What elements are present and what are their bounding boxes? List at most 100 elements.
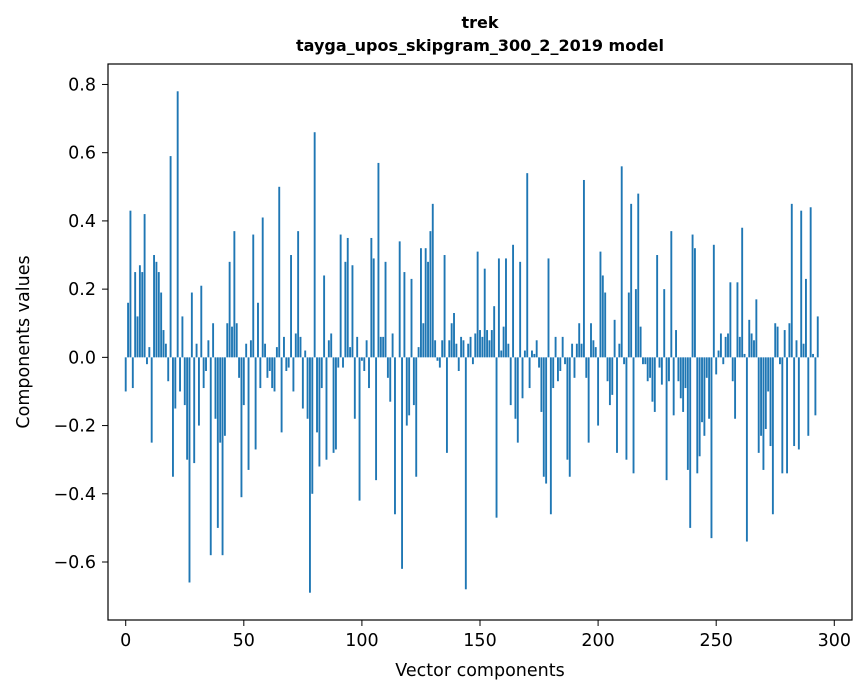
bar-188 (568, 357, 571, 477)
bar-161 (505, 258, 507, 358)
x-axis-label: Vector components (395, 661, 564, 681)
bar-52 (247, 357, 250, 470)
bar-220 (644, 357, 647, 365)
bar-54 (252, 234, 255, 358)
bar-126 (422, 323, 425, 358)
bar-83 (320, 357, 323, 389)
bar-91 (339, 234, 342, 358)
bar-162 (507, 343, 510, 358)
bar-88 (332, 357, 335, 453)
bar-258 (734, 357, 737, 419)
bar-122 (412, 357, 415, 406)
bar-259 (736, 282, 739, 358)
bar-145 (467, 343, 470, 358)
bar-5 (136, 316, 139, 358)
x-tick-label: 0 (120, 631, 131, 651)
bar-217 (637, 193, 640, 358)
bar-208 (616, 357, 618, 453)
bar-55 (254, 357, 257, 450)
bar-59 (264, 343, 267, 358)
bar-85 (325, 357, 328, 460)
bar-78 (309, 357, 311, 593)
bar-48 (238, 357, 241, 378)
bar-139 (453, 313, 455, 358)
bar-64 (275, 347, 278, 358)
bar-84 (323, 275, 326, 358)
bar-164 (512, 244, 515, 358)
bar-234 (677, 357, 680, 382)
bar-82 (318, 357, 321, 467)
bar-39 (216, 357, 219, 528)
bar-123 (415, 357, 418, 477)
bar-28 (190, 292, 193, 358)
bar-205 (608, 357, 611, 406)
bar-206 (611, 357, 614, 395)
bar-137 (448, 340, 451, 358)
bar-231 (670, 231, 673, 358)
bar-62 (271, 357, 274, 389)
bar-86 (327, 340, 330, 358)
bar-3 (131, 357, 134, 389)
bar-242 (696, 357, 699, 474)
bar-15 (160, 292, 163, 358)
bar-101 (363, 357, 366, 371)
bar-229 (665, 357, 668, 481)
bar-13 (155, 261, 158, 358)
bar-80 (313, 132, 316, 358)
bar-189 (571, 343, 574, 358)
bar-41 (221, 357, 224, 556)
bar-37 (212, 323, 215, 358)
bar-49 (240, 357, 243, 498)
bar-16 (162, 330, 165, 358)
bar-218 (639, 326, 642, 358)
bar-275 (774, 323, 777, 358)
bar-61 (268, 357, 271, 371)
bar-63 (273, 357, 276, 392)
bar-255 (727, 333, 729, 358)
bar-66 (280, 357, 283, 433)
bar-278 (781, 357, 784, 474)
bar-222 (649, 357, 651, 378)
bar-163 (509, 357, 512, 406)
x-tick-label: 250 (699, 631, 732, 651)
bar-265 (750, 333, 753, 358)
bar-263 (745, 357, 748, 542)
bar-282 (790, 203, 793, 358)
bar-186 (564, 357, 566, 365)
bar-210 (620, 166, 623, 358)
bar-247 (708, 357, 711, 419)
bar-67 (283, 336, 285, 358)
bar-244 (701, 357, 703, 423)
bar-183 (557, 357, 559, 382)
bar-143 (462, 340, 465, 358)
bar-227 (660, 357, 663, 385)
bar-195 (585, 357, 588, 378)
bar-277 (779, 357, 781, 365)
bar-175 (538, 357, 540, 368)
bar-198 (592, 340, 595, 358)
bar-165 (514, 357, 517, 419)
bar-47 (235, 323, 238, 358)
bar-0 (124, 357, 127, 392)
bar-132 (436, 357, 439, 361)
bar-251 (717, 350, 720, 358)
bar-159 (500, 350, 503, 358)
bar-103 (368, 357, 370, 389)
bar-31 (197, 357, 200, 426)
bar-256 (729, 282, 732, 358)
bar-207 (613, 319, 616, 358)
bar-185 (561, 336, 564, 358)
y-tick-label: 0.4 (68, 212, 96, 232)
bar-21 (174, 357, 177, 409)
bar-102 (365, 340, 368, 358)
bar-79 (311, 357, 314, 494)
bar-181 (552, 357, 555, 389)
bar-42 (223, 357, 226, 436)
bar-209 (618, 343, 621, 358)
bar-179 (547, 258, 550, 358)
y-tick-label: −0.6 (54, 553, 97, 573)
bar-6 (138, 265, 141, 358)
bar-60 (266, 357, 269, 378)
bar-280 (786, 357, 788, 474)
bar-69 (287, 357, 290, 368)
